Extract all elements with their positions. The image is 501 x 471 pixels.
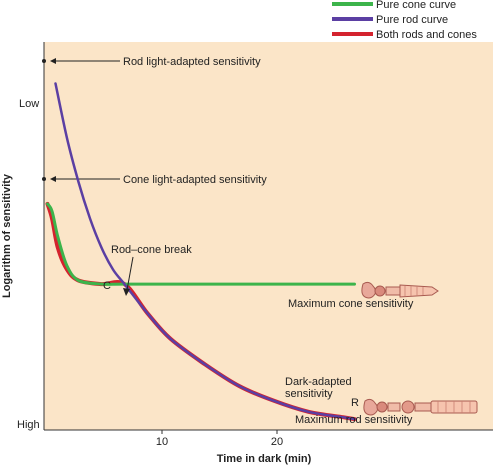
cone-light-adapted-label: Cone light-adapted sensitivity (123, 174, 267, 186)
c-point-label: C (103, 280, 111, 292)
y-axis-label: Logarithm of sensitivity (1, 173, 13, 298)
cone-cell-illustration (361, 281, 439, 299)
legend-label-rod: Pure rod curve (376, 14, 448, 26)
x-tick-20: 20 (271, 436, 283, 448)
series-line-pure-rod (54, 82, 356, 421)
max-cone-label: Maximum cone sensitivity (288, 298, 414, 310)
x-axis-label: Time in dark (min) (217, 453, 312, 465)
rod-light-adapted-arrowhead (50, 58, 56, 64)
cone-light-adapted-annotation: Cone light-adapted sensitivity (42, 174, 267, 186)
plot-background (44, 42, 493, 430)
cone-light-adapted-arrowhead (50, 176, 56, 182)
y-tick-high: High (17, 419, 40, 431)
rod-cone-break-annotation: Rod–cone break (111, 244, 192, 296)
cone-light-adapted-dot (42, 177, 46, 181)
dark-adapted-label-line2: sensitivity (285, 388, 333, 400)
rod-cone-break-arrowhead (123, 288, 130, 296)
rod-cell-illustration (363, 398, 478, 416)
rod-light-adapted-label: Rod light-adapted sensitivity (123, 56, 261, 68)
rod-cone-break-arrow (126, 256, 134, 291)
legend-label-cone: Pure cone curve (376, 0, 456, 11)
max-rod-label: Maximum rod sensitivity (295, 414, 413, 426)
x-tick-10: 10 (156, 436, 168, 448)
y-tick-low: Low (19, 98, 39, 110)
legend: Pure cone curve Pure rod curve Both rods… (332, 0, 477, 41)
series-line-pure-cone (46, 202, 356, 286)
r-point-label: R (351, 397, 359, 409)
dark-adapted-label-line1: Dark-adapted (285, 376, 352, 388)
axes (43, 42, 493, 431)
rod-cone-break-label: Rod–cone break (111, 244, 192, 256)
legend-label-both: Both rods and cones (376, 29, 477, 41)
rod-light-adapted-annotation: Rod light-adapted sensitivity (42, 56, 261, 68)
rod-light-adapted-dot (42, 59, 46, 63)
